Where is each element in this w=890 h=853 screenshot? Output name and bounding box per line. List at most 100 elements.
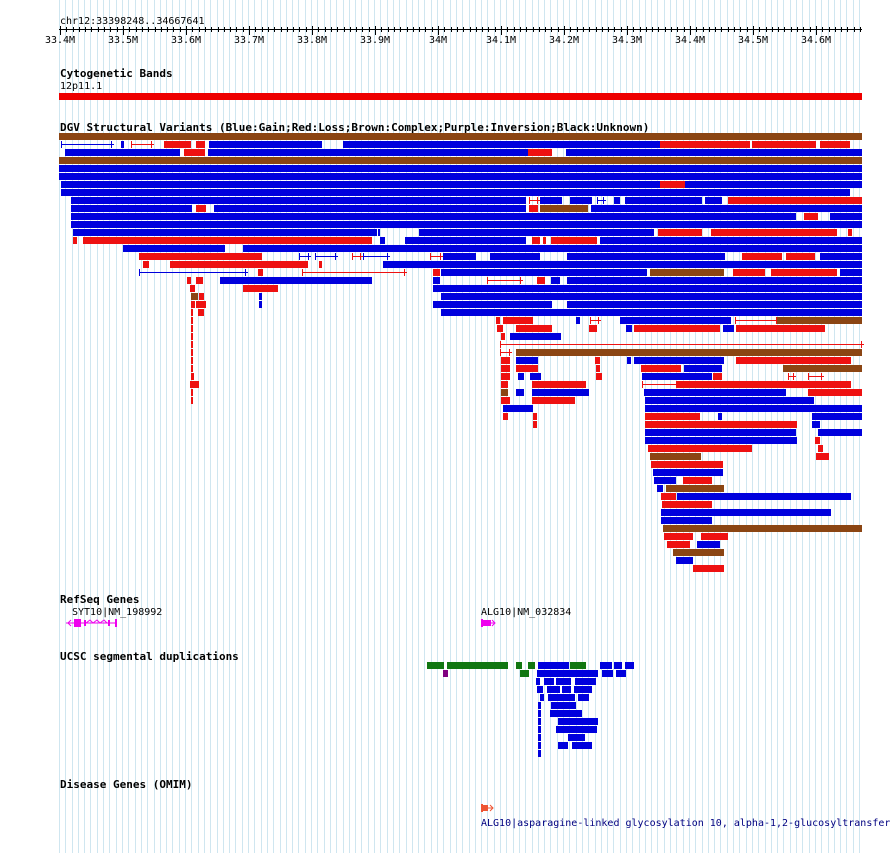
variant-loss[interactable]	[596, 365, 600, 372]
variant-gain[interactable]	[812, 413, 862, 420]
variant-loss[interactable]	[196, 301, 206, 308]
variant-gain[interactable]	[697, 541, 720, 548]
variant-gain[interactable]	[516, 389, 524, 396]
variant-loss[interactable]	[733, 269, 765, 276]
variant-gain[interactable]	[566, 149, 862, 156]
segdup-blue[interactable]	[602, 670, 613, 677]
segdup-blue[interactable]	[600, 662, 612, 669]
variant-loss[interactable]	[677, 381, 851, 388]
variant-complex[interactable]	[59, 157, 862, 164]
variant-loss[interactable]	[143, 261, 149, 268]
variant-loss[interactable]	[848, 229, 852, 236]
variant-gain[interactable]	[567, 277, 862, 284]
variant-loss[interactable]	[191, 349, 193, 356]
segdup-blue[interactable]	[616, 670, 626, 677]
gene-model-alg10[interactable]	[480, 617, 500, 629]
variant-loss[interactable]	[501, 365, 510, 372]
variant-gain[interactable]	[243, 245, 862, 252]
segdup-blue[interactable]	[551, 702, 576, 709]
variant-gain[interactable]	[61, 189, 850, 196]
variant-loss[interactable]	[533, 413, 537, 420]
segdup-blue[interactable]	[575, 678, 596, 685]
gene-model-syt10[interactable]	[60, 617, 125, 629]
segdup-blue[interactable]	[547, 686, 560, 693]
variant-gain[interactable]	[570, 197, 592, 204]
variant-loss[interactable]	[198, 309, 204, 316]
variant-loss[interactable]	[302, 272, 407, 273]
variant-gain[interactable]	[532, 389, 589, 396]
variant-loss[interactable]	[191, 373, 194, 380]
segdup-green[interactable]	[447, 662, 508, 669]
segdup-blue[interactable]	[572, 742, 592, 749]
variant-gain[interactable]	[614, 197, 620, 204]
variant-loss[interactable]	[191, 365, 193, 372]
variant-loss[interactable]	[170, 261, 308, 268]
segdup-green[interactable]	[570, 662, 586, 669]
segdup-blue[interactable]	[537, 670, 598, 677]
variant-loss[interactable]	[532, 397, 575, 404]
variant-loss[interactable]	[589, 325, 597, 332]
variant-loss[interactable]	[648, 445, 752, 452]
variant-loss[interactable]	[735, 320, 779, 321]
variant-loss[interactable]	[199, 293, 204, 300]
variant-loss[interactable]	[496, 317, 500, 324]
variant-loss[interactable]	[501, 357, 510, 364]
variant-gain[interactable]	[653, 469, 723, 476]
segdup-blue[interactable]	[538, 662, 569, 669]
variant-loss[interactable]	[430, 256, 443, 257]
segdup-blue[interactable]	[614, 662, 622, 669]
variant-loss[interactable]	[818, 445, 823, 452]
segdup-blue[interactable]	[538, 734, 541, 741]
variant-complex[interactable]	[501, 389, 508, 396]
variant-loss[interactable]	[752, 141, 816, 148]
variant-loss[interactable]	[596, 373, 602, 380]
variant-loss[interactable]	[191, 397, 193, 404]
variant-loss[interactable]	[501, 333, 505, 340]
segdup-blue[interactable]	[568, 734, 585, 741]
variant-gain[interactable]	[71, 221, 862, 228]
cytoband-12p11-1[interactable]	[59, 93, 862, 100]
variant-loss[interactable]	[258, 269, 263, 276]
variant-complex[interactable]	[666, 485, 724, 492]
variant-loss[interactable]	[804, 213, 818, 220]
variant-gain[interactable]	[121, 141, 124, 148]
segdup-blue[interactable]	[625, 662, 634, 669]
variant-gain[interactable]	[139, 272, 248, 273]
omim-gene-label[interactable]: ALG10|asparagine-linked glycosylation 10…	[481, 818, 890, 829]
variant-loss[interactable]	[487, 280, 523, 281]
variant-gain[interactable]	[405, 237, 526, 244]
segdup-blue[interactable]	[537, 686, 543, 693]
variant-loss[interactable]	[497, 325, 503, 332]
variant-loss[interactable]	[196, 277, 203, 284]
variant-loss[interactable]	[501, 373, 510, 380]
variant-loss[interactable]	[191, 333, 193, 340]
variant-loss[interactable]	[683, 477, 712, 484]
variant-loss[interactable]	[503, 413, 508, 420]
variant-loss[interactable]	[651, 461, 723, 468]
variant-gain[interactable]	[718, 413, 722, 420]
variant-gain[interactable]	[503, 405, 533, 412]
variant-complex[interactable]	[783, 365, 862, 372]
segdup-blue[interactable]	[556, 678, 571, 685]
segdup-blue[interactable]	[538, 710, 541, 717]
variant-loss[interactable]	[771, 269, 837, 276]
variant-gain[interactable]	[363, 256, 390, 257]
variant-loss[interactable]	[662, 501, 712, 508]
variant-loss[interactable]	[191, 389, 193, 396]
variant-loss[interactable]	[532, 381, 586, 388]
variant-loss[interactable]	[533, 421, 537, 428]
segdup-blue[interactable]	[538, 742, 541, 749]
variant-complex[interactable]	[540, 205, 588, 212]
variant-gain[interactable]	[600, 237, 862, 244]
variant-gain[interactable]	[65, 149, 180, 156]
variant-gain[interactable]	[71, 205, 192, 212]
segdup-blue[interactable]	[574, 686, 592, 693]
variant-gain[interactable]	[642, 373, 712, 380]
variant-gain[interactable]	[677, 493, 851, 500]
segdup-blue[interactable]	[558, 718, 598, 725]
variant-gain[interactable]	[259, 293, 262, 300]
variant-gain[interactable]	[510, 333, 561, 340]
variant-gain[interactable]	[626, 325, 632, 332]
variant-loss[interactable]	[352, 256, 363, 257]
variant-gain[interactable]	[723, 325, 734, 332]
